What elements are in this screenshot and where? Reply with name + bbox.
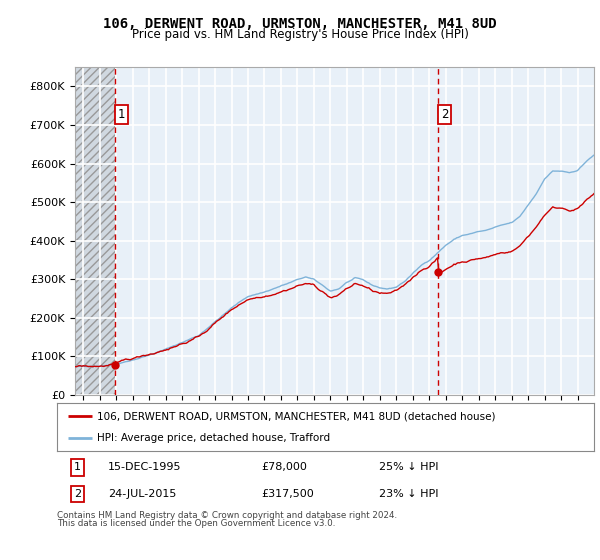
- Text: £78,000: £78,000: [261, 463, 307, 473]
- Text: 106, DERWENT ROAD, URMSTON, MANCHESTER, M41 8UD: 106, DERWENT ROAD, URMSTON, MANCHESTER, …: [103, 17, 497, 31]
- Text: 23% ↓ HPI: 23% ↓ HPI: [379, 489, 439, 499]
- Text: HPI: Average price, detached house, Trafford: HPI: Average price, detached house, Traf…: [97, 433, 331, 443]
- Text: 106, DERWENT ROAD, URMSTON, MANCHESTER, M41 8UD (detached house): 106, DERWENT ROAD, URMSTON, MANCHESTER, …: [97, 411, 496, 421]
- Text: 15-DEC-1995: 15-DEC-1995: [108, 463, 182, 473]
- Text: 2: 2: [74, 489, 81, 499]
- Text: 1: 1: [118, 108, 125, 121]
- Text: Price paid vs. HM Land Registry's House Price Index (HPI): Price paid vs. HM Land Registry's House …: [131, 28, 469, 41]
- Text: 1: 1: [74, 463, 81, 473]
- Text: Contains HM Land Registry data © Crown copyright and database right 2024.: Contains HM Land Registry data © Crown c…: [57, 511, 397, 520]
- Text: £317,500: £317,500: [261, 489, 314, 499]
- Text: This data is licensed under the Open Government Licence v3.0.: This data is licensed under the Open Gov…: [57, 519, 335, 528]
- Text: 24-JUL-2015: 24-JUL-2015: [108, 489, 176, 499]
- Text: 2: 2: [441, 108, 448, 121]
- Bar: [75, 67, 115, 395]
- Text: 25% ↓ HPI: 25% ↓ HPI: [379, 463, 439, 473]
